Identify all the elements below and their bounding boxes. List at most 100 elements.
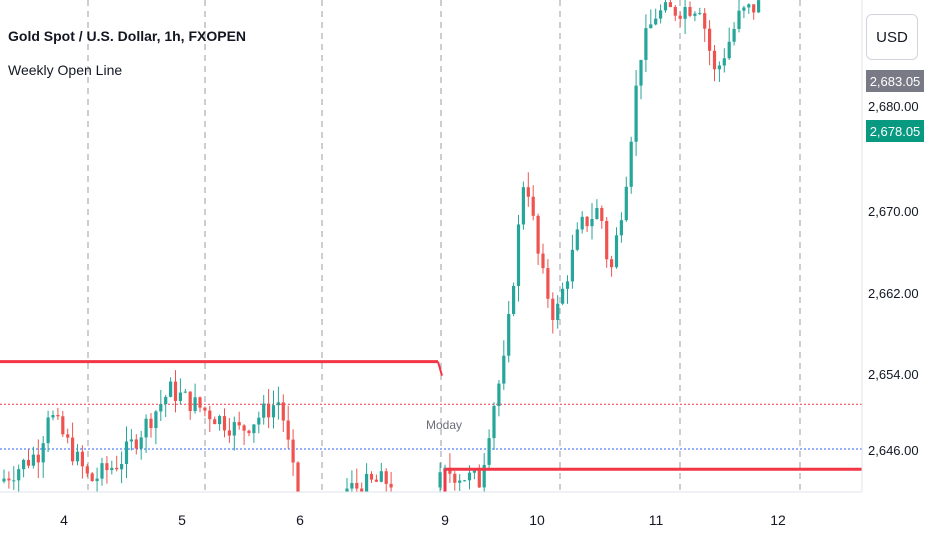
candle-series bbox=[2, 0, 761, 492]
candle-body-50 bbox=[247, 430, 251, 434]
date-tick-4: 4 bbox=[60, 512, 68, 528]
candle-body-90 bbox=[531, 196, 535, 216]
candle-body-66 bbox=[369, 473, 374, 480]
candle-body-56 bbox=[276, 402, 280, 406]
candle-body-38 bbox=[188, 391, 192, 412]
candle-body-102 bbox=[590, 218, 594, 227]
candle-body-132 bbox=[737, 10, 741, 29]
candle-body-24 bbox=[120, 463, 124, 470]
candle-body-9 bbox=[46, 417, 50, 444]
candle-body-134 bbox=[747, 4, 751, 8]
candle-body-6 bbox=[31, 454, 35, 466]
candle-body-25 bbox=[124, 441, 129, 464]
candle-body-95 bbox=[556, 303, 560, 320]
candle-body-131 bbox=[732, 28, 736, 42]
date-tick-10: 10 bbox=[529, 512, 545, 528]
price-tick-2680: 2,680.00 bbox=[868, 99, 919, 114]
candle-body-49 bbox=[242, 425, 246, 431]
candle-body-17 bbox=[85, 466, 89, 474]
candle-body-16 bbox=[80, 451, 84, 467]
candle-body-48 bbox=[237, 422, 241, 426]
monday-annotation: Moday bbox=[426, 418, 463, 432]
candle-body-87 bbox=[516, 224, 521, 286]
candle-body-106 bbox=[610, 259, 614, 268]
candle-body-5 bbox=[26, 459, 31, 466]
candle-body-115 bbox=[654, 18, 658, 25]
candle-body-26 bbox=[129, 439, 133, 442]
candle-body-99 bbox=[575, 229, 579, 250]
candle-body-18 bbox=[90, 473, 94, 482]
candle-body-46 bbox=[227, 430, 231, 436]
candle-body-71 bbox=[438, 472, 442, 488]
candle-body-136 bbox=[757, 0, 761, 13]
candle-body-68 bbox=[379, 471, 383, 482]
candle-body-52 bbox=[257, 417, 261, 425]
candle-body-119 bbox=[673, 7, 677, 16]
candle-body-75 bbox=[458, 480, 462, 483]
candle-body-111 bbox=[634, 85, 638, 142]
candle-body-86 bbox=[512, 285, 516, 314]
candle-body-121 bbox=[683, 7, 687, 19]
candle-body-12 bbox=[61, 416, 65, 435]
candle-body-59 bbox=[291, 439, 295, 463]
candle-body-60 bbox=[296, 462, 300, 492]
candle-body-108 bbox=[619, 220, 623, 236]
candle-body-36 bbox=[178, 392, 182, 401]
date-tick-11: 11 bbox=[648, 512, 664, 528]
candle-body-64 bbox=[360, 488, 364, 492]
candle-body-1 bbox=[7, 478, 11, 481]
candle-body-92 bbox=[541, 253, 545, 269]
candle-body-40 bbox=[198, 397, 202, 408]
candle-body-127 bbox=[712, 50, 717, 70]
candle-body-28 bbox=[139, 437, 143, 449]
candle-body-97 bbox=[565, 281, 570, 289]
candle-body-7 bbox=[36, 454, 40, 463]
date-tick-12: 12 bbox=[770, 512, 786, 528]
candle-body-43 bbox=[213, 419, 217, 425]
grid-lines bbox=[87, 0, 801, 492]
candle-body-61 bbox=[345, 488, 349, 492]
candle-body-130 bbox=[727, 41, 731, 59]
candle-body-34 bbox=[169, 381, 173, 397]
candle-body-31 bbox=[154, 411, 158, 429]
candle-body-69 bbox=[384, 471, 388, 484]
candle-body-118 bbox=[668, 2, 672, 8]
candle-body-58 bbox=[286, 420, 290, 440]
weekly-open-line bbox=[0, 360, 862, 492]
candle-body-126 bbox=[708, 28, 712, 51]
currency-button[interactable]: USD bbox=[866, 14, 918, 60]
candle-body-135 bbox=[752, 4, 756, 13]
price-tick-2646: 2,646.00 bbox=[868, 443, 919, 458]
candle-body-3 bbox=[17, 469, 21, 481]
candle-body-19 bbox=[95, 478, 99, 482]
candle-body-83 bbox=[497, 383, 501, 407]
candle-body-124 bbox=[698, 13, 702, 15]
candle-body-70 bbox=[389, 483, 393, 488]
candle-body-125 bbox=[703, 13, 707, 29]
price-tick-2654: 2,654.00 bbox=[868, 367, 919, 382]
candle-body-22 bbox=[110, 467, 114, 471]
candle-body-10 bbox=[51, 415, 55, 418]
date-tick-6: 6 bbox=[296, 512, 304, 528]
candle-body-82 bbox=[492, 406, 496, 439]
candle-body-76 bbox=[463, 480, 467, 482]
indicator-label[interactable]: Weekly Open Line bbox=[8, 62, 123, 78]
candle-body-15 bbox=[75, 451, 80, 462]
candle-body-29 bbox=[144, 418, 148, 438]
candle-body-44 bbox=[218, 416, 222, 425]
candle-body-117 bbox=[663, 2, 668, 11]
candle-body-11 bbox=[56, 415, 60, 417]
candle-body-81 bbox=[487, 438, 491, 465]
candle-body-21 bbox=[105, 463, 109, 471]
candle-body-109 bbox=[624, 186, 628, 221]
candle-body-101 bbox=[585, 216, 589, 227]
candle-body-8 bbox=[41, 443, 45, 463]
candle-body-57 bbox=[281, 402, 285, 421]
date-tick-5: 5 bbox=[178, 512, 186, 528]
candle-body-100 bbox=[580, 216, 584, 230]
candle-body-14 bbox=[71, 437, 75, 462]
price-tick-2662: 2,662.00 bbox=[868, 286, 919, 301]
candle-body-13 bbox=[66, 434, 70, 438]
candle-body-94 bbox=[551, 298, 555, 320]
